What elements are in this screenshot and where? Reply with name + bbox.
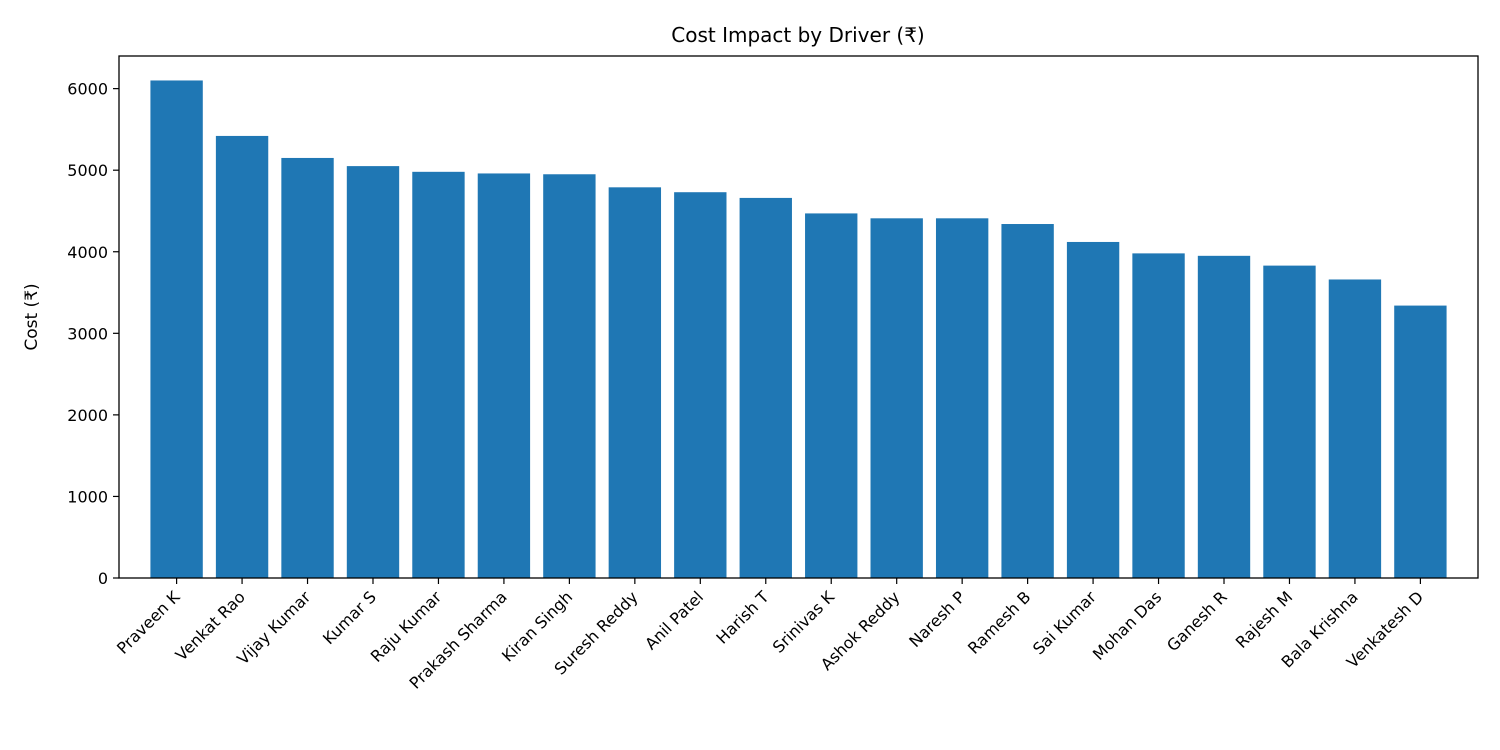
y-tick-label: 5000 bbox=[67, 161, 108, 180]
y-tick-label: 2000 bbox=[67, 406, 108, 425]
chart-title: Cost Impact by Driver (₹) bbox=[671, 23, 924, 47]
x-tick-label: Harish T bbox=[712, 587, 772, 647]
bar bbox=[543, 174, 596, 578]
bar bbox=[739, 197, 792, 578]
x-tick-label: Mohan Das bbox=[1089, 587, 1166, 664]
bar bbox=[412, 171, 465, 578]
x-tick-label: Ganesh R bbox=[1163, 587, 1231, 655]
bar bbox=[1328, 279, 1382, 578]
x-tick-label: Kumar S bbox=[319, 587, 380, 648]
y-tick-label: 1000 bbox=[67, 487, 108, 506]
y-tick-label: 0 bbox=[98, 569, 108, 588]
y-tick-label: 3000 bbox=[67, 324, 108, 343]
bar bbox=[346, 166, 400, 578]
bar bbox=[477, 173, 531, 578]
bar bbox=[150, 80, 203, 578]
x-tick-label: Anil Patel bbox=[641, 587, 707, 653]
x-tick-label: Sai Kumar bbox=[1029, 587, 1100, 658]
bar bbox=[805, 213, 858, 578]
x-tick-label: Ramesh B bbox=[964, 587, 1034, 657]
bar bbox=[1197, 255, 1251, 578]
y-axis-ticks: 0 1000 2000 3000 4000 5000 6000 bbox=[67, 80, 119, 588]
bar bbox=[281, 157, 334, 578]
x-tick-label: Rajesh M bbox=[1232, 587, 1297, 652]
bar bbox=[1132, 253, 1185, 578]
bar bbox=[1001, 224, 1054, 579]
bar bbox=[870, 218, 923, 578]
bar bbox=[1263, 265, 1316, 578]
bar bbox=[935, 218, 989, 578]
y-tick-label: 6000 bbox=[67, 80, 108, 99]
x-tick-label: Praveen K bbox=[113, 587, 184, 658]
bar bbox=[215, 135, 269, 578]
bar bbox=[608, 187, 662, 579]
x-tick-label: Naresh P bbox=[905, 587, 969, 651]
bar bbox=[1394, 305, 1447, 578]
y-tick-label: 4000 bbox=[67, 243, 108, 262]
bars-group bbox=[150, 80, 1447, 579]
bar bbox=[1066, 241, 1120, 578]
x-tick-label: Srinivas K bbox=[769, 587, 839, 657]
y-axis-label: Cost (₹) bbox=[22, 283, 42, 350]
plot-frame bbox=[118, 55, 1479, 579]
bar bbox=[674, 192, 727, 578]
